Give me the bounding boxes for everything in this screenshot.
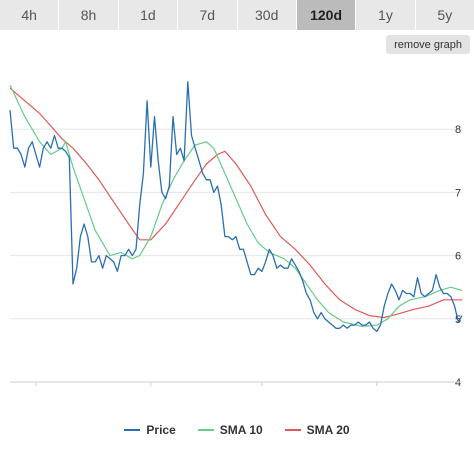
series-line-sma-20 — [9, 87, 462, 319]
y-tick-label-8: 8 — [455, 124, 461, 136]
timeframe-tabs: 4h 8h 1d 7d 30d 120d 1y 5y — [0, 0, 474, 30]
legend-swatch-sma10 — [197, 429, 214, 431]
legend-swatch-sma20 — [284, 429, 301, 431]
legend-item-sma20[interactable]: SMA 20 — [284, 420, 350, 440]
series-line-sma-10 — [9, 84, 463, 327]
series-line-price — [9, 81, 463, 333]
legend-item-price[interactable]: Price — [124, 420, 176, 440]
tab-5y[interactable]: 5y — [415, 0, 474, 30]
legend-item-sma10[interactable]: SMA 10 — [197, 420, 263, 440]
legend-label-price: Price — [146, 423, 176, 437]
tab-120d[interactable]: 120d — [296, 0, 357, 30]
tab-1d[interactable]: 1d — [118, 0, 179, 30]
tab-30d[interactable]: 30d — [237, 0, 297, 30]
price-chart[interactable]: 45678Oct '25Nov '25Dec '25Jan '26 — [0, 56, 474, 386]
tab-1y[interactable]: 1y — [356, 0, 416, 30]
legend-swatch-price — [124, 429, 141, 431]
legend-label-sma10: SMA 10 — [219, 423, 263, 437]
tab-4h[interactable]: 4h — [0, 0, 60, 30]
remove-graph-button[interactable]: remove graph — [386, 35, 470, 54]
chart-legend: Price SMA 10 SMA 20 — [0, 420, 474, 440]
y-tick-label-7: 7 — [455, 187, 461, 199]
tab-7d[interactable]: 7d — [178, 0, 238, 30]
y-tick-label-6: 6 — [455, 251, 461, 263]
tab-8h[interactable]: 8h — [59, 0, 119, 30]
legend-label-sma20: SMA 20 — [306, 423, 350, 437]
